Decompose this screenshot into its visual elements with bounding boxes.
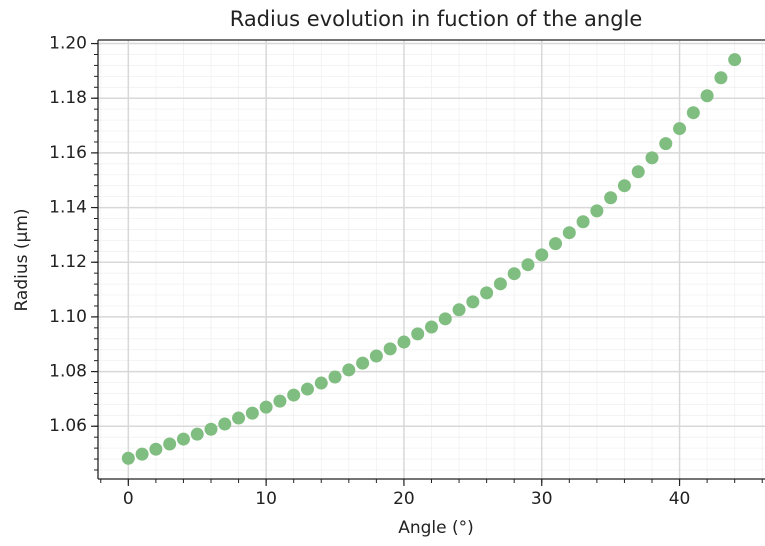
chart-title: Radius evolution in fuction of the angle: [230, 7, 643, 31]
point: [425, 320, 438, 334]
point: [356, 356, 370, 370]
point: [273, 394, 287, 408]
point: [300, 382, 314, 396]
point: [466, 295, 480, 309]
x-tick-label: 10: [255, 489, 277, 509]
y-tick-label: 1.14: [49, 198, 87, 218]
point: [659, 137, 673, 151]
point: [535, 248, 549, 262]
point: [576, 215, 590, 229]
point: [590, 204, 604, 218]
point: [728, 53, 742, 67]
x-tick-label: 0: [123, 489, 134, 509]
point: [328, 370, 342, 384]
x-tick-label: 30: [531, 489, 553, 509]
y-axis-label: Radius (µm): [12, 208, 32, 311]
point: [218, 417, 232, 431]
point: [480, 286, 494, 300]
point: [232, 411, 246, 425]
x-tick-label: 20: [393, 489, 415, 509]
y-tick-label: 1.12: [49, 252, 87, 272]
y-tick-label: 1.10: [49, 307, 87, 327]
point: [342, 363, 356, 377]
x-tick-label: 40: [669, 489, 691, 509]
x-axis-label: Angle (°): [398, 518, 474, 538]
point: [452, 303, 466, 317]
point: [507, 267, 521, 281]
point: [714, 71, 728, 85]
y-tick-label: 1.20: [49, 34, 87, 54]
point: [163, 437, 177, 451]
point: [149, 442, 163, 456]
point: [314, 376, 328, 390]
point: [176, 432, 190, 446]
point: [645, 151, 659, 165]
point: [259, 400, 273, 414]
point: [673, 122, 687, 136]
point: [438, 312, 452, 326]
point: [121, 451, 135, 465]
point: [617, 179, 631, 193]
point: [562, 226, 576, 240]
point: [700, 89, 714, 103]
point: [287, 388, 301, 402]
point: [369, 349, 383, 363]
y-tick-label: 1.06: [49, 416, 87, 436]
point: [686, 106, 700, 120]
point: [383, 342, 397, 356]
point: [204, 422, 218, 436]
point: [190, 427, 204, 441]
point: [631, 165, 645, 179]
point: [245, 406, 259, 420]
point: [521, 258, 535, 272]
y-tick-label: 1.08: [49, 362, 87, 382]
point: [411, 327, 425, 341]
point: [397, 335, 411, 349]
point: [549, 237, 563, 251]
point: [604, 191, 618, 205]
y-tick-label: 1.16: [49, 143, 87, 163]
y-tick-label: 1.18: [49, 88, 87, 108]
point: [493, 277, 507, 291]
point: [135, 447, 149, 461]
